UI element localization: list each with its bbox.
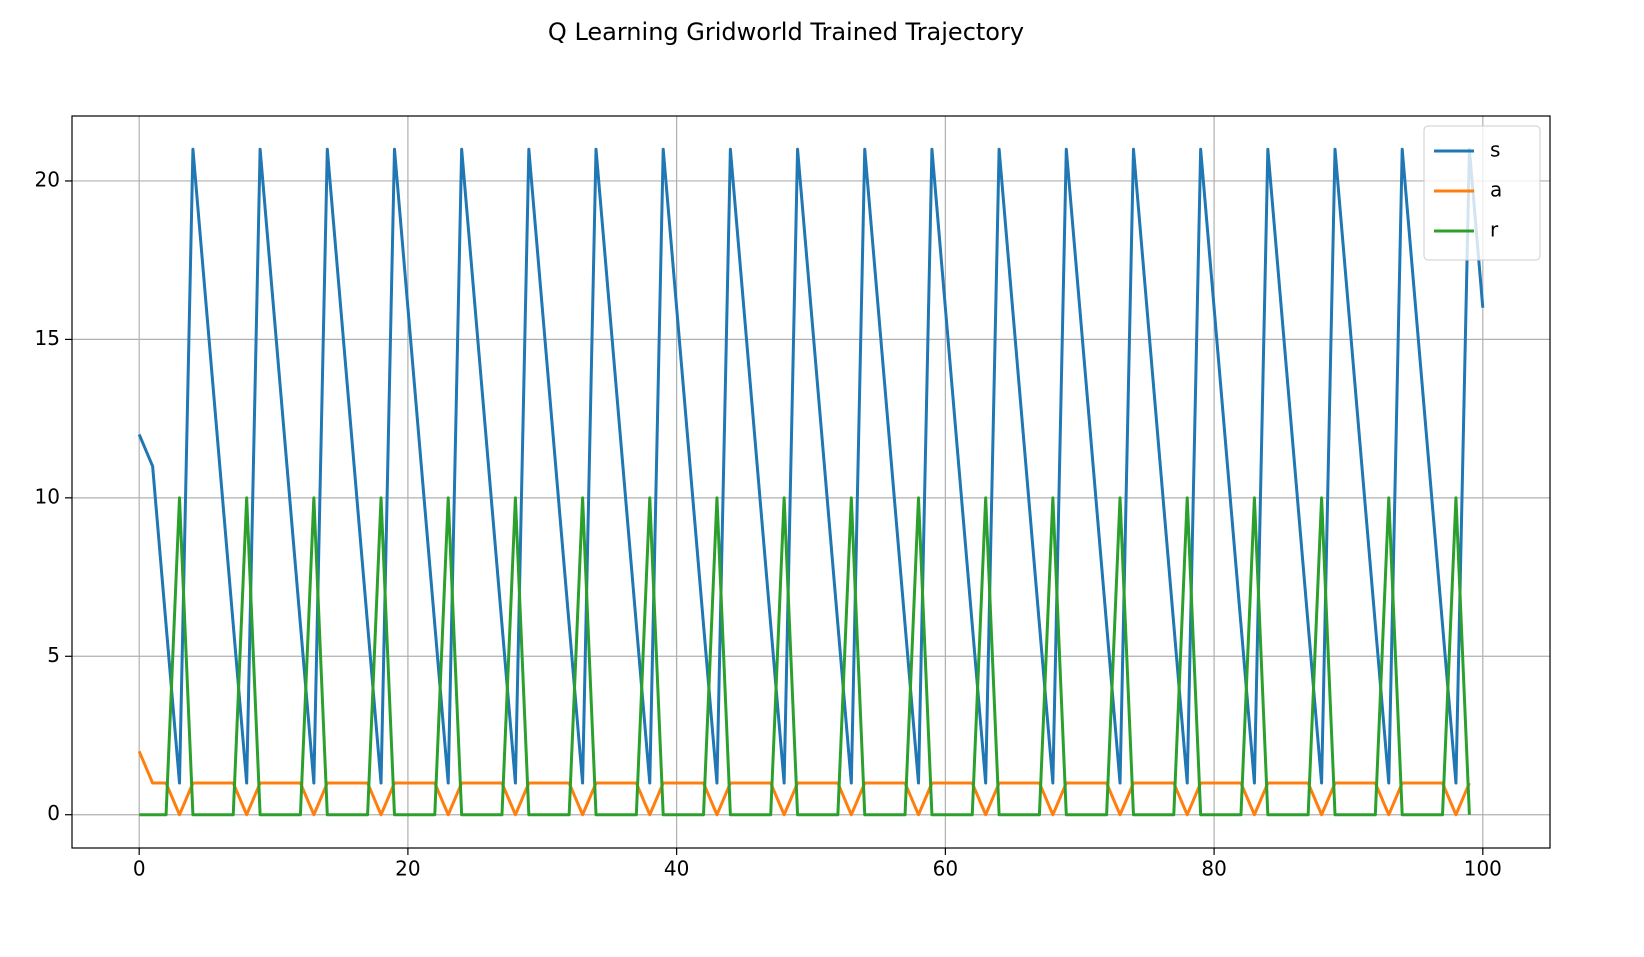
series-line [137,750,1471,817]
x-tick-label: 60 [933,857,958,881]
y-tick-label: 0 [47,801,60,825]
y-tick-label: 15 [35,326,60,350]
x-tick-label: 100 [1464,857,1502,881]
legend-label: a [1490,178,1502,202]
legend-label: r [1490,218,1499,242]
chart-title: Q Learning Gridworld Trained Trajectory [548,18,1024,46]
y-tick-label: 10 [35,484,60,508]
x-tick-label: 80 [1201,857,1226,881]
y-tick-label: 5 [47,643,60,667]
series-line [139,496,1471,817]
x-tick-label: 20 [395,857,420,881]
legend-box [1423,125,1541,261]
legend-label: s [1490,138,1500,162]
series-line [137,147,1485,785]
x-tick-label: 40 [664,857,689,881]
y-tick-label: 20 [35,167,60,191]
x-tick-label: 0 [133,857,146,881]
plot-frame [71,115,1551,849]
